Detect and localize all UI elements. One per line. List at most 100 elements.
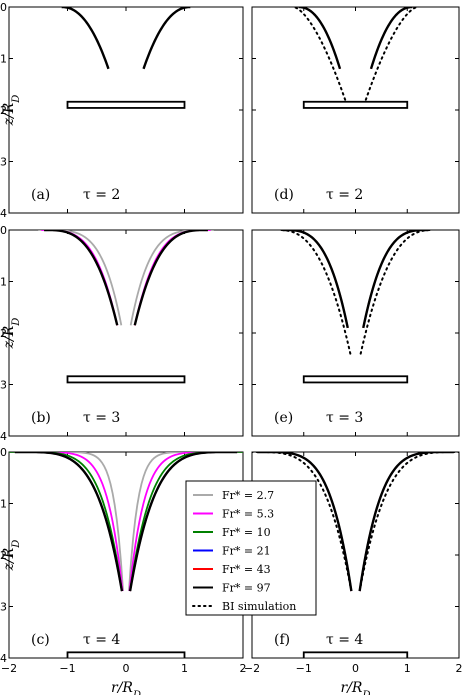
legend-label: Fr* = 5.3 xyxy=(222,508,274,521)
panel-c: (c) τ = 4 xyxy=(8,451,244,659)
legend-label: BI simulation xyxy=(222,600,296,613)
y-tick-label: 0 xyxy=(0,446,7,459)
profile-line-fr-10-left xyxy=(9,452,123,592)
profile-line-fr-43-left xyxy=(283,230,349,329)
y-tick-label: −2 xyxy=(0,549,7,562)
legend-label: Fr* = 97 xyxy=(222,582,271,595)
y-tick-label: −4 xyxy=(0,430,7,443)
profile-line-fr-2_7-right xyxy=(129,230,214,326)
profile-line-fr-97-left xyxy=(44,230,119,326)
panel-label: (c) xyxy=(31,632,50,648)
disk-marker xyxy=(66,375,186,384)
y-tick-label: 0 xyxy=(0,224,7,237)
profile-line-fr-5_3-right xyxy=(128,452,243,592)
y-tick-label: −1 xyxy=(0,498,7,511)
profile-line-fr-97-right xyxy=(133,230,208,326)
legend-label: Fr* = 10 xyxy=(222,526,271,539)
axes-frame xyxy=(8,229,244,437)
y-tick-label: −1 xyxy=(0,276,7,289)
legend-label: Fr* = 21 xyxy=(222,545,271,558)
profile-line-fr-10-right xyxy=(362,230,428,329)
y-axis-label: z/RD xyxy=(1,318,22,350)
x-tick-label: 1 xyxy=(404,662,411,675)
profile-line-fr-97-right xyxy=(362,230,428,329)
x-tick-label: −2 xyxy=(244,662,260,675)
panel-tau: τ = 4 xyxy=(326,632,363,648)
profile-line-fr-10-left xyxy=(283,230,349,329)
panel-label: (d) xyxy=(274,187,294,203)
panel-a: (a) τ = 2 xyxy=(8,6,244,214)
profile-line-fr-5_3-right xyxy=(133,230,211,326)
x-tick-label: 0 xyxy=(352,662,359,675)
panels-layer: (a) τ = 2 (d) τ = 2 (b) τ = 3 (e) τ = 3 (c) τ = 4… xyxy=(8,6,460,659)
bi-simulation-left xyxy=(292,7,347,101)
bi-simulation-right xyxy=(364,7,419,101)
profile-line-fr-5_3-left xyxy=(41,230,119,326)
panel-tau: τ = 2 xyxy=(326,187,363,203)
profile-line-fr-97-left xyxy=(14,452,124,592)
y-tick-label: −3 xyxy=(0,601,7,614)
axes-frame xyxy=(251,6,460,214)
panel-label: (a) xyxy=(31,187,50,203)
profile-line-fr-43-left xyxy=(44,230,119,326)
legend: Fr* = 2.7 Fr* = 5.3 Fr* = 10 Fr* = 21 Fr* = … xyxy=(185,480,317,616)
disk-marker xyxy=(302,375,409,384)
profile-line-fr-43-right xyxy=(133,230,208,326)
axes-frame xyxy=(8,6,244,214)
y-axis-label: z/RD xyxy=(1,95,22,127)
axes-frame xyxy=(251,229,460,437)
profile-line-fr-97-left xyxy=(298,7,342,70)
disk-marker xyxy=(66,651,186,658)
panel-tau: τ = 2 xyxy=(83,187,120,203)
y-tick-label: −3 xyxy=(0,156,7,169)
x-tick-label: −2 xyxy=(1,662,17,675)
y-tick-label: −4 xyxy=(0,652,7,665)
x-tick-label: −1 xyxy=(59,662,75,675)
panel-label: (e) xyxy=(274,410,293,426)
y-tick-label: −3 xyxy=(0,379,7,392)
profile-line-fr-2_7-left xyxy=(9,452,124,592)
x-tick-label: −1 xyxy=(296,662,312,675)
bi-simulation-left xyxy=(276,230,352,355)
disk-marker xyxy=(66,100,186,109)
y-axis-label: z/RD xyxy=(1,540,22,572)
profile-line-fr-97-right xyxy=(142,7,191,70)
panel-b: (b) τ = 3 xyxy=(8,229,244,437)
x-tick-label: 2 xyxy=(456,662,463,675)
profile-line-fr-5_3-left xyxy=(9,452,124,592)
panel-tau: τ = 4 xyxy=(83,632,120,648)
y-tick-label: 0 xyxy=(0,1,7,14)
panel-d: (d) τ = 2 xyxy=(251,6,460,214)
disk-marker xyxy=(302,651,409,658)
y-tick-label: −1 xyxy=(0,53,7,66)
profile-line-fr-97-right xyxy=(358,452,454,592)
bi-simulation-left xyxy=(252,452,352,587)
bi-simulation-right xyxy=(359,452,459,587)
panel-f: (f) τ = 4 xyxy=(251,451,460,659)
profile-line-fr-2_7-left xyxy=(61,7,110,70)
x-tick-label: 1 xyxy=(181,662,188,675)
y-tick-label: −4 xyxy=(0,207,7,220)
profile-line-fr-97-right xyxy=(128,452,238,592)
legend-label: Fr* = 43 xyxy=(222,563,271,576)
disk-marker xyxy=(302,100,409,109)
x-axis-label: r/RD xyxy=(111,680,141,695)
legend-box xyxy=(185,480,317,616)
y-tick-label: −2 xyxy=(0,104,7,117)
x-tick-label: 0 xyxy=(123,662,130,675)
x-tick-label: 2 xyxy=(240,662,247,675)
legend-label: Fr* = 2.7 xyxy=(222,489,274,502)
bi-simulation-right xyxy=(359,230,435,355)
panel-e: (e) τ = 3 xyxy=(251,229,460,437)
profile-line-fr-97-left xyxy=(283,230,349,329)
x-axis-label: r/RD xyxy=(341,680,371,695)
panel-tau: τ = 3 xyxy=(83,410,120,426)
panel-label: (f) xyxy=(274,632,290,648)
y-tick-label: −2 xyxy=(0,327,7,340)
profile-line-fr-97-right xyxy=(369,7,413,70)
profile-line-fr-2_7-left xyxy=(38,230,123,326)
profile-line-fr-43-right xyxy=(362,230,428,329)
profile-line-fr-2_7-right xyxy=(142,7,191,70)
